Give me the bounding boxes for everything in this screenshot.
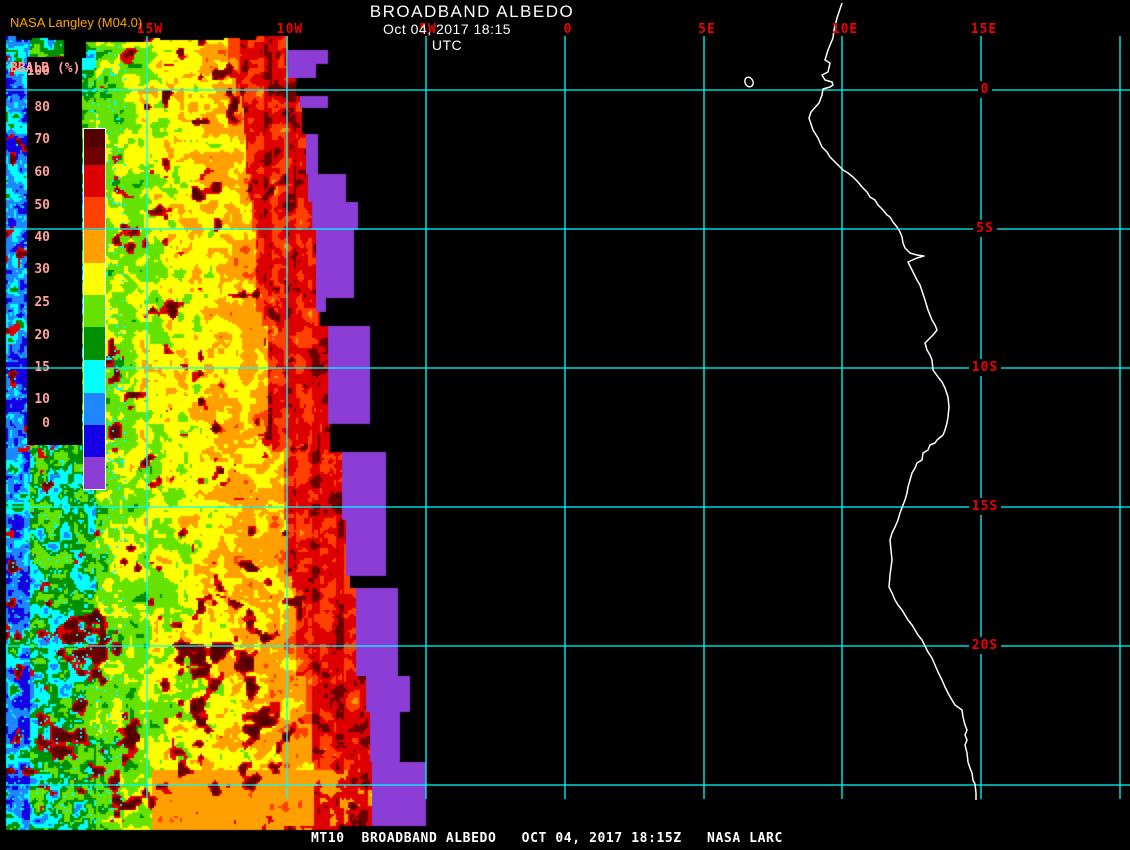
colorbar-tick-50: 50 bbox=[34, 198, 50, 213]
colorbar-tick-80: 80 bbox=[34, 100, 50, 115]
colorbar-tick-70: 70 bbox=[34, 132, 50, 147]
colorbar-segment-15-20 bbox=[84, 393, 105, 425]
colorbar-segment-40-50 bbox=[84, 263, 105, 295]
colorbar-tick-30: 30 bbox=[34, 262, 50, 277]
colorbar bbox=[83, 128, 106, 490]
colorbar-segment-70-80 bbox=[84, 165, 105, 197]
lon-label-0: 0 bbox=[563, 22, 573, 37]
colorbar-tick-20: 20 bbox=[34, 328, 50, 343]
lon-label-10E: 10E bbox=[831, 22, 859, 37]
lon-label-5W: 5W bbox=[419, 22, 437, 37]
colorbar-tick-15: 15 bbox=[34, 360, 50, 375]
lon-label-5E: 5E bbox=[698, 22, 716, 37]
colorbar-segment-50-60 bbox=[84, 230, 105, 263]
colorbar-segment-90-100 bbox=[84, 129, 105, 147]
lat-label-5S: 5S bbox=[955, 220, 1015, 237]
lat-label-15S: 15S bbox=[955, 498, 1015, 515]
island-outline bbox=[744, 76, 754, 88]
africa-coastline bbox=[808, 2, 977, 800]
colorbar-segment-60-70 bbox=[84, 197, 105, 230]
lon-label-15W: 15W bbox=[136, 22, 164, 37]
page-title: BROADBAND ALBEDO bbox=[369, 2, 575, 21]
colorbar-segment-10-15 bbox=[84, 425, 105, 457]
colorbar-tick-0: 0 bbox=[42, 416, 50, 431]
colorbar-tick-60: 60 bbox=[34, 165, 50, 180]
lat-label-20S: 20S bbox=[955, 637, 1015, 654]
colorbar-segment-30-40 bbox=[84, 295, 105, 327]
lat-label-0: 0 bbox=[955, 81, 1015, 98]
colorbar-tick-100: 100 bbox=[26, 64, 50, 79]
bottom-caption: MT10 BROADBAND ALBEDO OCT 04, 2017 18:15… bbox=[311, 831, 783, 846]
lat-label-10S: 10S bbox=[955, 359, 1015, 376]
colorbar-segment-80-90 bbox=[84, 147, 105, 165]
lon-label-15E: 15E bbox=[970, 22, 998, 37]
lon-label-10W: 10W bbox=[276, 22, 304, 37]
timestamp-subtitle: Oct 04, 2017 18:15 UTC bbox=[382, 21, 512, 53]
colorbar-tick-10: 10 bbox=[34, 392, 50, 407]
legend-title: BBALB (%) bbox=[10, 61, 81, 76]
colorbar-segment-25-30 bbox=[84, 327, 105, 360]
source-label: NASA Langley (M04.0) bbox=[10, 15, 143, 30]
colorbar-tick-40: 40 bbox=[34, 230, 50, 245]
colorbar-segment-0-10 bbox=[84, 457, 105, 489]
legend-panel bbox=[27, 57, 106, 490]
colorbar-tick-25: 25 bbox=[34, 295, 50, 310]
